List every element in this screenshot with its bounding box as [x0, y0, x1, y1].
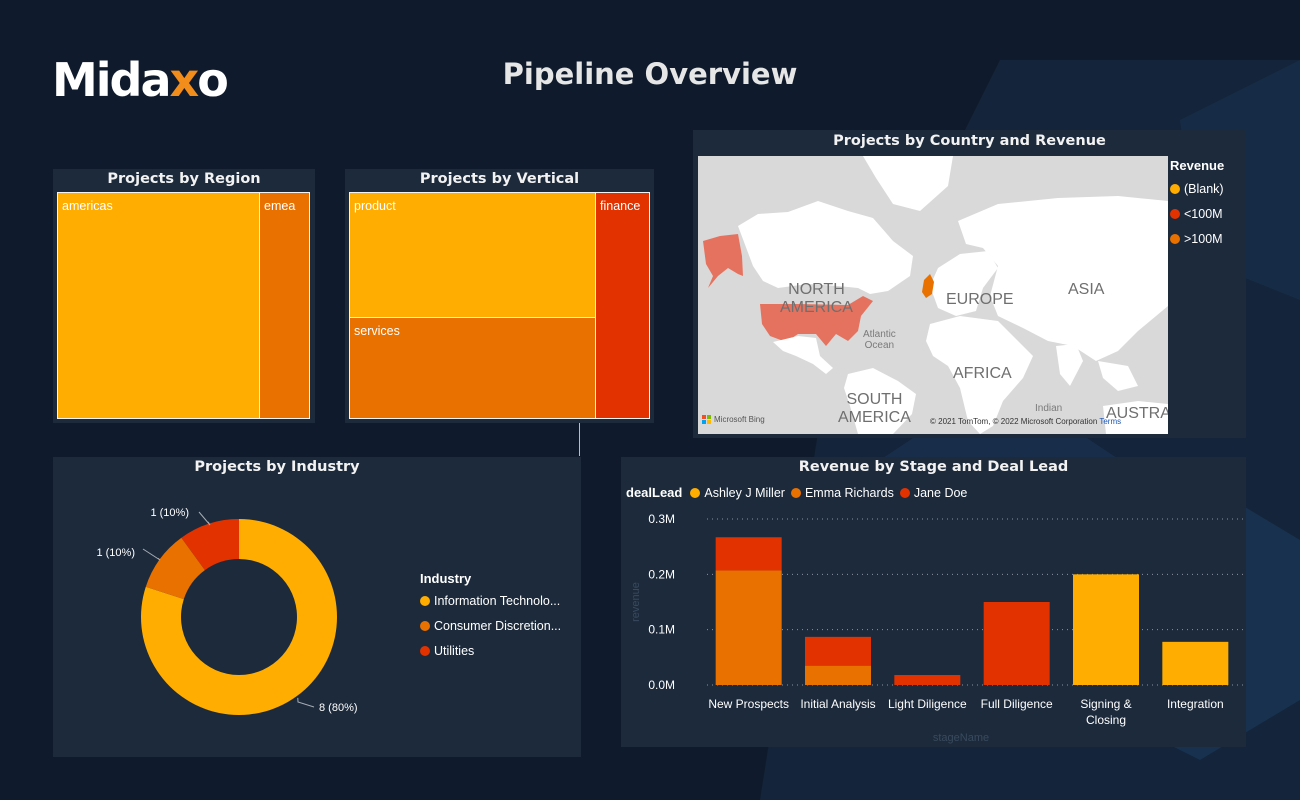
vertical-treemap-panel: Projects by Vertical product services fi…	[345, 169, 654, 423]
region-treemap-title: Projects by Region	[107, 171, 261, 187]
x-axis-label: stageName	[933, 732, 989, 744]
donut-data-label: 1 (10%)	[96, 547, 135, 559]
stage-legend-item-jane[interactable]: Jane Doe	[899, 486, 967, 500]
world-map	[703, 156, 1168, 434]
stage-bar-chart: revenue 0.0M 0.1M 0.2M 0.3M New Prospects Init…	[630, 512, 1243, 744]
donut-data-label: 1 (10%)	[150, 507, 189, 519]
industry-legend: Industry Information Technolo... Consume…	[420, 571, 580, 663]
treemap-tile-americas[interactable]: americas	[57, 192, 260, 419]
page-title: Pipeline Overview	[502, 57, 798, 91]
x-tick-label: New Prospects	[708, 697, 789, 711]
legend-dot-icon	[1170, 233, 1180, 244]
donut-slice-consumer[interactable]	[145, 537, 205, 600]
stage-legend-item-emma[interactable]: Emma Richards	[790, 486, 894, 500]
bar-segment[interactable]	[715, 570, 782, 685]
bing-logo: Microsoft Bing	[702, 415, 765, 424]
map-label-australia: AUSTRA	[1106, 405, 1168, 422]
stage-bar-panel: Revenue by Stage and Deal Lead dealLead …	[621, 457, 1246, 747]
legend-dot-icon	[899, 487, 910, 498]
map-label-indian-ocean: Indian	[1035, 403, 1063, 414]
map-label-atlantic-ocean: Atlantic Ocean	[863, 329, 896, 351]
vertical-treemap-title: Projects by Vertical	[419, 171, 580, 187]
treemap-tile-label: services	[354, 324, 400, 338]
donut-leader-line	[198, 511, 211, 526]
y-tick-label: 0.0M	[648, 678, 675, 692]
uk-region	[922, 274, 934, 298]
map-legend-item-lt100m[interactable]: <100M	[1170, 201, 1246, 226]
industry-donut-title: Projects by Industry	[194, 459, 360, 475]
legend-dot-icon	[690, 487, 701, 498]
map-attribution: © 2021 TomTom, © 2022 Microsoft Corporat…	[930, 417, 1122, 426]
map-canvas[interactable]: NORTH AMERICA EUROPE ASIA AFRICA SOUTH A…	[698, 156, 1168, 434]
bar-segment[interactable]	[894, 675, 961, 685]
map-label-europe: EUROPE	[946, 291, 1014, 308]
divider-line	[579, 423, 580, 456]
legend-dot-icon	[420, 595, 430, 606]
donut-leader-line	[297, 697, 315, 708]
treemap-tile-label: emea	[264, 199, 296, 213]
map-title: Projects by Country and Revenue	[833, 133, 1106, 149]
industry-legend-item-utilities[interactable]: Utilities	[420, 638, 580, 663]
treemap-tile-services[interactable]: services	[349, 317, 596, 419]
map-panel: Projects by Country and Revenue	[693, 130, 1246, 438]
map-terms-link[interactable]: Terms	[1099, 417, 1122, 426]
legend-dot-icon	[420, 620, 430, 631]
map-label-asia: ASIA	[1068, 281, 1105, 298]
bar-segment[interactable]	[805, 665, 871, 685]
donut-slice-utilities[interactable]	[181, 519, 239, 571]
region-treemap-panel: Projects by Region americas emea	[53, 169, 315, 423]
x-tick-label: Initial Analysis	[800, 697, 875, 711]
legend-dot-icon	[1170, 208, 1180, 219]
industry-donut-panel: Projects by Industry 8 (80%) 1 (10%) 1 (10…	[53, 457, 581, 757]
treemap-tile-label: product	[354, 199, 396, 213]
stage-legend-title: dealLead	[626, 485, 683, 500]
legend-dot-icon	[790, 487, 801, 498]
y-axis-label: revenue	[630, 582, 642, 622]
treemap-tile-emea[interactable]: emea	[259, 192, 310, 419]
treemap-tile-product[interactable]: product	[349, 192, 596, 318]
map-label-north-america: NORTH AMERICA	[780, 281, 853, 316]
map-label-africa: AFRICA	[953, 365, 1012, 382]
midaxo-logo: Midaxo	[52, 53, 229, 107]
map-label-south-america: SOUTH AMERICA	[838, 391, 911, 426]
industry-legend-item-it[interactable]: Information Technolo...	[420, 588, 580, 613]
industry-legend-title: Industry	[420, 571, 472, 586]
bar-segment[interactable]	[805, 636, 871, 666]
legend-dot-icon	[420, 645, 430, 656]
x-tick-label: Light Diligence	[888, 697, 967, 711]
y-tick-label: 0.1M	[648, 623, 675, 637]
microsoft-logo-icon	[702, 415, 711, 424]
bar-segment[interactable]	[1073, 574, 1139, 685]
x-tick-label: Closing	[1086, 713, 1126, 727]
stage-bar-title: Revenue by Stage and Deal Lead	[798, 459, 1069, 475]
x-tick-label: Integration	[1167, 697, 1224, 711]
x-tick-label: Full Diligence	[981, 697, 1053, 711]
legend-dot-icon	[1170, 183, 1180, 194]
y-tick-label: 0.3M	[648, 512, 675, 526]
usa-region	[760, 296, 873, 346]
y-tick-label: 0.2M	[648, 567, 675, 581]
bar-segment[interactable]	[983, 602, 1050, 685]
stage-legend-item-ashley[interactable]: Ashley J Miller	[690, 486, 785, 500]
alaska-region	[703, 234, 743, 288]
industry-donut-chart: 8 (80%) 1 (10%) 1 (10%)	[96, 507, 358, 715]
map-legend-title: Revenue	[1170, 158, 1225, 173]
x-tick-label: Signing &	[1080, 697, 1131, 711]
donut-slice-it[interactable]	[141, 519, 337, 715]
treemap-tile-finance[interactable]: finance	[595, 192, 650, 419]
bar-segment[interactable]	[715, 537, 782, 571]
donut-leader-line	[142, 548, 161, 561]
map-legend-item-blank[interactable]: (Blank)	[1170, 176, 1246, 201]
donut-data-label: 8 (80%)	[319, 702, 358, 714]
map-legend: Revenue (Blank) <100M >100M	[1170, 158, 1246, 251]
stage-legend: dealLead Ashley J Miller Emma Richards J…	[626, 485, 967, 500]
bar-segment[interactable]	[1162, 641, 1229, 685]
treemap-tile-label: americas	[62, 199, 113, 213]
industry-legend-item-consumer[interactable]: Consumer Discretion...	[420, 613, 580, 638]
map-legend-item-gt100m[interactable]: >100M	[1170, 226, 1246, 251]
treemap-tile-label: finance	[600, 199, 641, 213]
